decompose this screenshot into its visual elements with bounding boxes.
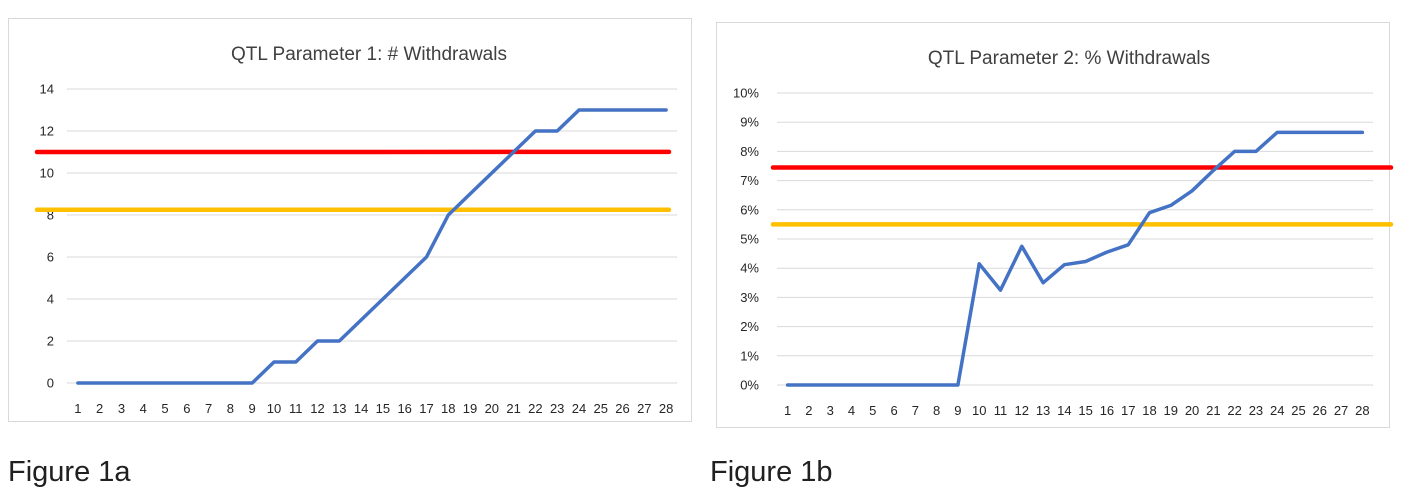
chart-0-x-tick-label: 23 bbox=[550, 401, 564, 416]
chart-0-x-tick-label: 22 bbox=[528, 401, 542, 416]
chart-0-y-tick-label: 10 bbox=[40, 166, 54, 181]
chart-1-x-tick-label: 13 bbox=[1036, 403, 1050, 418]
chart-1-y-tick-label: 3% bbox=[740, 290, 759, 305]
chart-0-x-tick-label: 7 bbox=[205, 401, 212, 416]
chart-0-y-tick-label: 4 bbox=[47, 292, 54, 307]
chart-1-y-tick-label: 8% bbox=[740, 144, 759, 159]
chart-0-x-tick-label: 18 bbox=[441, 401, 455, 416]
chart-1-y-tick-label: 6% bbox=[740, 202, 759, 217]
chart-0-y-tick-label: 12 bbox=[40, 124, 54, 139]
chart-1-y-tick-label: 2% bbox=[740, 319, 759, 334]
chart-1-y-tick-label: 10% bbox=[733, 86, 759, 101]
chart-1-x-tick-label: 17 bbox=[1121, 403, 1135, 418]
chart-0-x-tick-label: 13 bbox=[332, 401, 346, 416]
chart-1-x-tick-label: 9 bbox=[954, 403, 961, 418]
chart-1-x-tick-label: 27 bbox=[1334, 403, 1348, 418]
chart-1-x-tick-label: 22 bbox=[1227, 403, 1241, 418]
chart-1-x-tick-label: 18 bbox=[1142, 403, 1156, 418]
chart-1-x-tick-label: 25 bbox=[1291, 403, 1305, 418]
chart-1-x-tick-label: 26 bbox=[1313, 403, 1327, 418]
chart-0-y-tick-label: 0 bbox=[47, 376, 54, 391]
chart-0-x-tick-label: 8 bbox=[227, 401, 234, 416]
chart-1-x-tick-label: 2 bbox=[805, 403, 812, 418]
chart-1-x-tick-label: 23 bbox=[1249, 403, 1263, 418]
chart-1-x-tick-label: 28 bbox=[1355, 403, 1369, 418]
chart-1-title: QTL Parameter 2: % Withdrawals bbox=[928, 48, 1210, 69]
chart-1-y-tick-label: 4% bbox=[740, 261, 759, 276]
chart-0-title: QTL Parameter 1: # Withdrawals bbox=[231, 44, 507, 65]
chart-1-x-tick-label: 11 bbox=[994, 403, 1008, 418]
chart-0-x-tick-label: 5 bbox=[161, 401, 168, 416]
chart-1-x-tick-label: 5 bbox=[869, 403, 876, 418]
chart-1-series-data-line bbox=[785, 130, 1365, 387]
chart-0-x-tick-label: 1 bbox=[74, 401, 81, 416]
chart-0-x-tick-label: 12 bbox=[310, 401, 324, 416]
chart-0-x-tick-label: 21 bbox=[506, 401, 520, 416]
chart-0-x-tick-label: 9 bbox=[249, 401, 256, 416]
chart-0-x-tick-label: 24 bbox=[572, 401, 586, 416]
chart-0-series-data-line bbox=[76, 108, 668, 385]
chart-0-x-tick-label: 11 bbox=[289, 401, 303, 416]
chart-0-x-tick-label: 3 bbox=[118, 401, 125, 416]
chart-1-x-tick-label: 3 bbox=[827, 403, 834, 418]
chart-0-x-tick-label: 2 bbox=[96, 401, 103, 416]
figure-caption-a: Figure 1a bbox=[8, 456, 131, 488]
figure-caption-b: Figure 1b bbox=[710, 456, 833, 488]
chart-1-x-tick-label: 16 bbox=[1100, 403, 1114, 418]
chart-panel-b: QTL Parameter 2: % Withdrawals 0% 1% 2% 3% 4%… bbox=[716, 22, 1394, 428]
chart-1-x-tick-label: 15 bbox=[1078, 403, 1092, 418]
chart-1-x-tick-label: 7 bbox=[912, 403, 919, 418]
chart-1-x-tick-label: 20 bbox=[1185, 403, 1199, 418]
chart-0-x-tick-label: 25 bbox=[594, 401, 608, 416]
chart-1-x-tick-label: 19 bbox=[1164, 403, 1178, 418]
chart-1-y-tick-label: 1% bbox=[740, 348, 759, 363]
chart-1-x-tick-label: 6 bbox=[890, 403, 897, 418]
chart-0-x-tick-label: 20 bbox=[485, 401, 499, 416]
chart-a-svg: QTL Parameter 1: # Withdrawals0246810121… bbox=[34, 44, 677, 416]
chart-0-x-tick-label: 10 bbox=[267, 401, 281, 416]
chart-1-x-tick-label: 10 bbox=[972, 403, 986, 418]
chart-1-x-tick-label: 14 bbox=[1057, 403, 1071, 418]
chart-0-x-tick-label: 27 bbox=[637, 401, 651, 416]
chart-1-x-tick-label: 21 bbox=[1206, 403, 1220, 418]
chart-0-x-tick-label: 16 bbox=[397, 401, 411, 416]
chart-0-x-tick-label: 28 bbox=[659, 401, 673, 416]
chart-1-x-tick-label: 4 bbox=[848, 403, 855, 418]
chart-0-y-tick-label: 14 bbox=[40, 82, 54, 97]
chart-1-y-tick-label: 0% bbox=[740, 378, 759, 393]
chart-0-x-tick-label: 15 bbox=[376, 401, 390, 416]
chart-1-x-tick-label: 12 bbox=[1015, 403, 1029, 418]
chart-1-y-tick-label: 5% bbox=[740, 232, 759, 247]
chart-panel-a: QTL Parameter 1: # Withdrawals 0 2 4 6 8 10 12 1… bbox=[8, 18, 692, 422]
chart-1-x-tick-label: 24 bbox=[1270, 403, 1284, 418]
chart-1-y-tick-label: 9% bbox=[740, 115, 759, 130]
chart-0-x-tick-label: 17 bbox=[419, 401, 433, 416]
chart-0-y-tick-label: 6 bbox=[47, 250, 54, 265]
chart-0-y-tick-label: 2 bbox=[47, 334, 54, 349]
chart-0-x-tick-label: 6 bbox=[183, 401, 190, 416]
chart-0-x-tick-label: 26 bbox=[615, 401, 629, 416]
chart-0-x-tick-label: 19 bbox=[463, 401, 477, 416]
chart-0-x-tick-label: 14 bbox=[354, 401, 368, 416]
chart-1-y-tick-label: 7% bbox=[740, 173, 759, 188]
chart-1-x-tick-label: 1 bbox=[784, 403, 791, 418]
chart-1-x-tick-label: 8 bbox=[933, 403, 940, 418]
chart-b-svg: QTL Parameter 2: % Withdrawals 0% 1% 2% 3% 4%… bbox=[733, 48, 1394, 418]
chart-0-x-tick-label: 4 bbox=[140, 401, 147, 416]
chart-0-y-tick-label: 8 bbox=[47, 208, 54, 223]
